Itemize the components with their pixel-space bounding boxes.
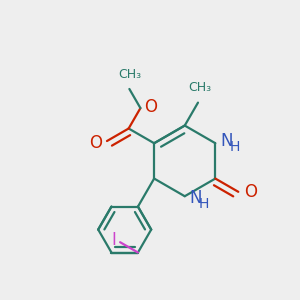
Text: O: O: [89, 134, 102, 152]
Text: CH₃: CH₃: [118, 68, 141, 81]
Text: CH₃: CH₃: [188, 81, 211, 94]
Text: O: O: [145, 98, 158, 116]
Text: N: N: [190, 189, 202, 207]
Text: I: I: [112, 231, 117, 249]
Text: O: O: [244, 183, 257, 201]
Text: N: N: [220, 132, 232, 150]
Text: H: H: [230, 140, 240, 154]
Text: H: H: [199, 197, 209, 212]
